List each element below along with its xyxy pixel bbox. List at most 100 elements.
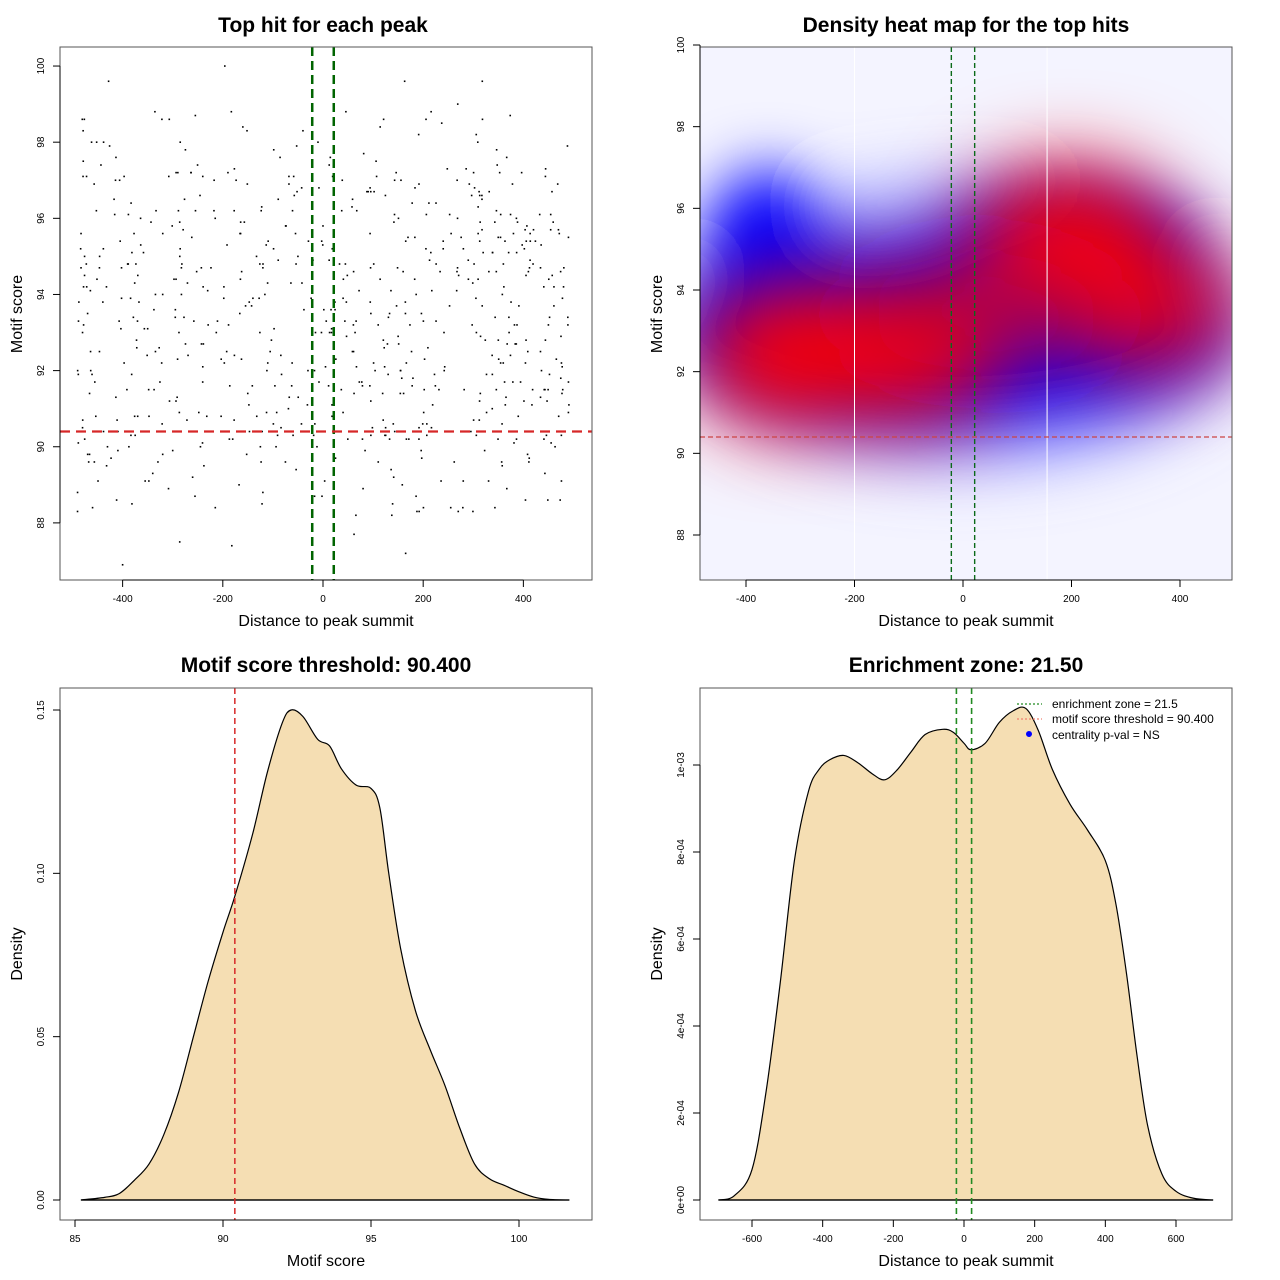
scatter-point xyxy=(119,240,121,242)
y-tick-label: 0e+00 xyxy=(676,1186,687,1215)
scatter-point xyxy=(330,331,333,334)
scatter-point xyxy=(171,449,174,452)
scatter-point xyxy=(230,110,233,113)
scatter-point xyxy=(168,118,171,121)
scatter-point xyxy=(194,114,197,117)
scatter-point xyxy=(214,217,217,220)
scatter-point xyxy=(382,419,385,421)
scatter-point xyxy=(526,350,529,353)
scatter-point xyxy=(342,278,345,281)
scatter-point xyxy=(435,202,437,204)
scatter-point xyxy=(518,305,520,307)
scatter-point xyxy=(83,255,86,258)
scatter-point xyxy=(456,270,458,273)
scatter-point xyxy=(144,480,146,482)
scatter-point xyxy=(552,221,555,223)
scatter-point xyxy=(88,453,91,456)
scatter-point xyxy=(126,388,128,391)
density-area xyxy=(80,709,570,1201)
scatter-point xyxy=(404,552,407,555)
scatter-point xyxy=(314,331,317,334)
legend-point-centrality xyxy=(1026,731,1032,737)
scatter-point xyxy=(272,247,275,250)
scatter-point xyxy=(328,259,330,261)
scatter-point xyxy=(102,247,105,250)
y-tick-label: 92 xyxy=(36,365,47,377)
scatter-point xyxy=(200,267,203,269)
scatter-point xyxy=(136,320,139,322)
scatter-point xyxy=(222,297,225,300)
scatter-point xyxy=(302,129,304,132)
scatter-point xyxy=(182,228,184,231)
scatter-point xyxy=(484,339,487,341)
scatter-point xyxy=(128,445,130,448)
scatter-point xyxy=(227,324,230,326)
scatter-point xyxy=(151,472,154,475)
scatter-point xyxy=(555,358,558,360)
scatter-point xyxy=(460,236,462,239)
scatter-point xyxy=(553,286,555,288)
scatter-point xyxy=(528,457,531,459)
scatter-point xyxy=(95,209,98,212)
scatter-point xyxy=(129,297,132,300)
scatter-point xyxy=(272,148,275,151)
scatter-point xyxy=(173,278,175,281)
scatter-point xyxy=(531,388,534,391)
scatter-point xyxy=(344,320,346,322)
x-tick-label: 200 xyxy=(1026,1234,1043,1245)
scatter-point xyxy=(77,373,80,376)
scatter-point xyxy=(294,232,297,235)
scatter-point xyxy=(426,434,428,437)
scatter-point xyxy=(467,259,470,261)
scatter-point xyxy=(370,312,372,315)
scatter-point xyxy=(494,316,496,319)
scatter-point xyxy=(176,396,178,399)
scatter-point xyxy=(531,404,533,406)
scatter-point xyxy=(331,247,334,250)
scatter-point xyxy=(297,396,300,399)
scatter-point xyxy=(291,209,294,212)
scatter-point xyxy=(377,324,380,326)
y-tick-label: 100 xyxy=(36,57,47,74)
scatter-point xyxy=(481,198,483,201)
scatter-point xyxy=(563,267,565,269)
scatter-point xyxy=(384,434,387,437)
scatter-point xyxy=(515,438,518,440)
scatter-point xyxy=(405,362,408,364)
density-red-layer xyxy=(700,165,1232,428)
scatter-point xyxy=(198,411,200,414)
scatter-point xyxy=(560,335,562,338)
scatter-point xyxy=(549,228,552,231)
scatter-point xyxy=(313,495,316,498)
scatter-point xyxy=(513,442,515,444)
scatter-point xyxy=(175,278,177,281)
y-tick-label: 2e-04 xyxy=(676,1100,687,1126)
scatter-point xyxy=(393,430,396,433)
chart-title: Density heat map for the top hits xyxy=(803,14,1130,37)
scatter-point xyxy=(438,388,440,391)
scatter-point xyxy=(272,423,275,425)
scatter-point xyxy=(131,251,133,254)
scatter-point xyxy=(512,381,514,383)
scatter-point xyxy=(100,164,102,166)
scatter-point xyxy=(178,331,180,334)
scatter-point xyxy=(534,240,537,242)
scatter-point xyxy=(510,301,512,303)
scatter-point xyxy=(293,194,296,197)
scatter-point xyxy=(242,126,244,128)
scatter-point xyxy=(549,213,552,216)
scatter-point xyxy=(500,461,503,463)
scatter-point xyxy=(136,415,139,418)
y-tick-label: 90 xyxy=(676,447,687,459)
scatter-point xyxy=(554,445,556,448)
scatter-point xyxy=(130,202,132,204)
scatter-point xyxy=(228,438,231,440)
scatter-point xyxy=(352,350,355,353)
scatter-point xyxy=(383,346,386,349)
scatter-point xyxy=(504,240,506,242)
y-tick-label: 94 xyxy=(36,288,47,300)
scatter-point xyxy=(485,411,488,414)
scatter-point xyxy=(509,114,512,117)
scatter-point xyxy=(532,228,535,231)
scatter-point xyxy=(435,320,437,322)
